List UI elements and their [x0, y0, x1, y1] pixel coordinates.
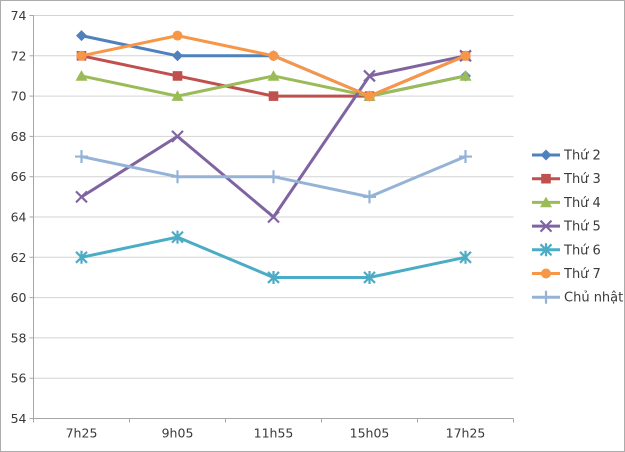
series-marker-thu-7	[364, 91, 375, 102]
y-tick-label: 64	[11, 210, 27, 225]
series-marker-thu-4	[75, 70, 88, 81]
legend-label-thu-5: Thứ 5	[563, 220, 601, 235]
legend-label-thu-3: Thứ 3	[563, 172, 601, 187]
x-tick-label: 15h05	[350, 426, 390, 441]
series-marker-thu-5	[75, 190, 88, 204]
series-marker-thu-4	[267, 70, 280, 81]
legend-label-thu-7: Thứ 7	[563, 267, 601, 282]
series-marker-thu-2	[76, 30, 87, 42]
y-tick-label: 62	[11, 250, 27, 265]
x-tick-label: 7h25	[66, 426, 98, 441]
y-tick-label: 74	[11, 8, 27, 23]
x-tick-label: 9h05	[162, 426, 194, 441]
series-marker-thu-6	[459, 250, 472, 264]
series-marker-thu-7	[268, 50, 279, 61]
series-marker-thu-5	[171, 130, 184, 143]
series-marker-chu-nhat	[267, 170, 280, 184]
y-tick-label: 66	[11, 169, 27, 184]
legend-swatch-marker-thu-3	[541, 173, 551, 184]
y-tick-label: 70	[11, 89, 27, 104]
series-marker-thu-3	[268, 91, 279, 101]
legend-label-thu-4: Thứ 4	[563, 196, 601, 211]
series-marker-thu-5	[267, 210, 280, 224]
y-tick-label: 56	[11, 371, 27, 386]
series-marker-thu-6	[267, 270, 280, 284]
legend-label-thu-2: Thứ 2	[563, 149, 601, 164]
series-marker-thu-4	[171, 90, 184, 101]
series-marker-thu-2	[172, 50, 183, 62]
series-marker-thu-7	[460, 50, 471, 61]
y-tick-label: 60	[11, 290, 27, 305]
legend-swatch-marker-thu-7	[541, 268, 551, 279]
legend-swatch-marker-chu-nhat	[539, 290, 553, 304]
legend-label-thu-6: Thứ 6	[563, 243, 601, 258]
series-marker-chu-nhat	[75, 150, 88, 164]
legend-swatch-marker-thu-5	[539, 219, 553, 233]
y-tick-label: 54	[11, 411, 27, 426]
legend-swatch-marker-thu-2	[540, 149, 552, 161]
x-tick-label: 11h55	[254, 426, 294, 441]
series-marker-chu-nhat	[363, 190, 376, 204]
legend-swatch-marker-thu-6	[539, 243, 553, 257]
series-marker-thu-7	[172, 30, 183, 41]
y-tick-label: 68	[11, 129, 27, 144]
series-marker-chu-nhat	[459, 150, 472, 164]
y-tick-label: 58	[11, 330, 27, 345]
series-marker-thu-4	[459, 70, 472, 81]
legend-swatch-marker-thu-4	[540, 196, 552, 208]
series-marker-thu-6	[75, 250, 88, 264]
series-marker-thu-7	[76, 50, 87, 61]
y-tick-label: 72	[11, 48, 27, 63]
series-marker-thu-6	[171, 230, 184, 244]
series-marker-chu-nhat	[171, 170, 184, 184]
x-tick-label: 17h25	[446, 426, 486, 441]
series-marker-thu-5	[363, 69, 376, 83]
series-marker-thu-3	[172, 71, 183, 81]
series-marker-thu-6	[363, 270, 376, 284]
legend-label-chu-nhat: Chủ nhật	[564, 291, 623, 306]
